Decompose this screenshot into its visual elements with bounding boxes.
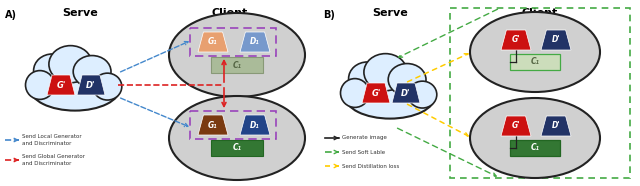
Text: Send Local Generator
and Discriminator: Send Local Generator and Discriminator xyxy=(22,134,82,146)
Polygon shape xyxy=(392,83,420,103)
Text: Send Global Generator
and Discriminator: Send Global Generator and Discriminator xyxy=(22,154,85,166)
Text: D₁: D₁ xyxy=(250,121,260,129)
Ellipse shape xyxy=(408,81,436,108)
Ellipse shape xyxy=(340,79,369,107)
Polygon shape xyxy=(501,116,531,136)
Ellipse shape xyxy=(349,62,387,95)
Bar xyxy=(450,8,630,178)
Bar xyxy=(190,28,276,56)
Polygon shape xyxy=(77,75,105,95)
Bar xyxy=(510,54,560,70)
Text: D': D' xyxy=(552,36,561,44)
Ellipse shape xyxy=(345,74,435,119)
Text: D': D' xyxy=(401,89,411,97)
Polygon shape xyxy=(240,115,270,135)
Bar xyxy=(190,111,276,139)
Ellipse shape xyxy=(30,66,120,111)
Text: Client: Client xyxy=(522,8,558,18)
Ellipse shape xyxy=(470,98,600,178)
Polygon shape xyxy=(240,32,270,52)
Text: Send Distillation loss: Send Distillation loss xyxy=(342,163,399,169)
Text: G': G' xyxy=(512,36,520,44)
Text: G₁: G₁ xyxy=(208,121,218,129)
Text: G₁: G₁ xyxy=(208,38,218,46)
Text: Client: Client xyxy=(212,8,248,18)
Bar xyxy=(510,140,560,156)
Ellipse shape xyxy=(388,64,426,96)
Text: G': G' xyxy=(371,89,381,97)
Polygon shape xyxy=(47,75,75,95)
Bar xyxy=(211,57,263,73)
Text: C₁: C₁ xyxy=(232,60,241,70)
Ellipse shape xyxy=(49,46,92,83)
Ellipse shape xyxy=(169,96,305,180)
Text: C₁: C₁ xyxy=(232,144,241,153)
Text: G': G' xyxy=(512,121,520,131)
Ellipse shape xyxy=(34,54,72,87)
Polygon shape xyxy=(198,115,228,135)
Text: D₁: D₁ xyxy=(250,38,260,46)
Ellipse shape xyxy=(364,54,407,91)
Text: Serve: Serve xyxy=(372,8,408,18)
Ellipse shape xyxy=(93,73,122,100)
Text: C₁: C₁ xyxy=(531,144,540,153)
Polygon shape xyxy=(541,116,571,136)
Polygon shape xyxy=(362,83,390,103)
Text: Generate image: Generate image xyxy=(342,135,387,140)
Text: D': D' xyxy=(552,121,561,131)
Text: Serve: Serve xyxy=(62,8,98,18)
Polygon shape xyxy=(541,30,571,50)
Ellipse shape xyxy=(73,56,111,88)
Polygon shape xyxy=(501,30,531,50)
Polygon shape xyxy=(198,32,228,52)
Text: B): B) xyxy=(323,10,335,20)
Ellipse shape xyxy=(470,12,600,92)
Ellipse shape xyxy=(26,71,54,99)
Bar xyxy=(211,140,263,156)
Text: A): A) xyxy=(5,10,17,20)
Ellipse shape xyxy=(169,13,305,97)
Text: G': G' xyxy=(56,81,66,89)
Text: C₁: C₁ xyxy=(531,57,540,67)
Text: D': D' xyxy=(86,81,96,89)
Text: Send Soft Lable: Send Soft Lable xyxy=(342,150,385,155)
